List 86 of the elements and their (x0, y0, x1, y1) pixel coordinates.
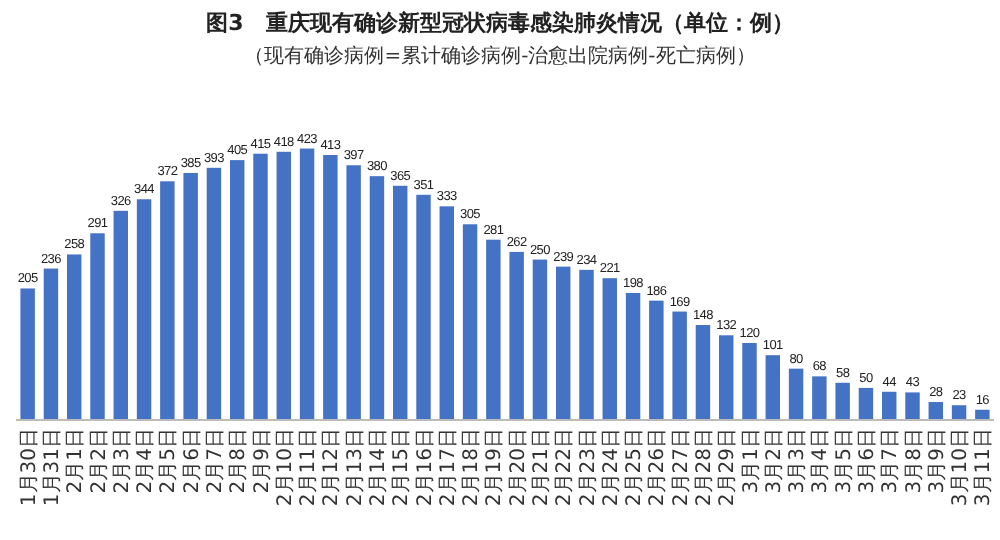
x-tick-label: 3月1日 (740, 428, 763, 494)
bar (230, 160, 245, 420)
x-tick-label: 2月3日 (111, 428, 134, 494)
x-tick-label: 2月11日 (298, 428, 321, 507)
x-tick-label: 2月15日 (391, 428, 414, 507)
bar (67, 254, 82, 420)
bar (835, 382, 850, 420)
x-tick-label: 2月26日 (647, 428, 670, 507)
bar (812, 376, 827, 420)
x-tick-label: 2月28日 (693, 428, 716, 507)
bar (509, 251, 524, 420)
bar (183, 172, 198, 420)
x-tick-label: 2月4日 (135, 428, 158, 494)
x-tick-label: 1月30日 (18, 428, 41, 507)
x-tick-label: 1月31日 (41, 428, 64, 507)
bar (695, 325, 711, 420)
x-tick-label: 3月8日 (903, 428, 926, 494)
x-tick-label: 2月2日 (88, 428, 111, 494)
x-tick-label: 3月2日 (763, 428, 786, 494)
x-tick-label: 2月16日 (414, 428, 437, 507)
x-tick-label: 2月27日 (670, 428, 693, 507)
x-tick-label: 2月10日 (274, 428, 297, 507)
x-tick-label: 2月8日 (228, 428, 251, 494)
x-tick-label: 3月5日 (833, 428, 856, 494)
x-tick-label: 3月11日 (973, 428, 996, 507)
bar (625, 292, 641, 420)
x-tick-label: 2月5日 (158, 428, 181, 494)
x-tick-label: 2月14日 (367, 428, 390, 507)
x-tick-label: 3月10日 (950, 428, 973, 507)
bar (160, 181, 175, 420)
bar (951, 405, 967, 420)
bar (90, 233, 105, 420)
x-tick-label: 2月25日 (624, 428, 647, 507)
bar (649, 300, 664, 420)
bar (486, 239, 501, 420)
chart-subtitle: （现有确诊病例=累计确诊病例-治愈出院病例-死亡病例） (244, 44, 756, 68)
bar (416, 194, 431, 420)
bar (532, 259, 548, 420)
x-tick-label: 2月13日 (344, 428, 367, 507)
bar (928, 402, 944, 420)
bar (253, 153, 268, 420)
bar (462, 224, 478, 420)
bar (439, 206, 455, 420)
x-tick-label: 2月9日 (251, 428, 274, 494)
x-tick-label: 2月1日 (65, 428, 88, 494)
x-tick-label: 2月21日 (530, 428, 553, 507)
x-tick-label: 2月23日 (577, 428, 600, 507)
bar (43, 268, 59, 420)
bar (602, 278, 618, 420)
bar (882, 391, 897, 420)
x-tick-label: 2月19日 (484, 428, 507, 507)
bar (113, 210, 128, 420)
x-tick-label: 3月9日 (926, 428, 949, 494)
bar (719, 335, 734, 420)
bar (672, 311, 687, 420)
bar (975, 409, 990, 420)
x-tick-label: 2月12日 (321, 428, 344, 507)
x-tick-label: 2月7日 (204, 428, 227, 494)
x-tick-label: 2月22日 (554, 428, 577, 507)
bar (579, 269, 594, 420)
x-tick-label: 3月3日 (787, 428, 810, 494)
bar (788, 368, 804, 420)
x-tick-label: 3月6日 (856, 428, 879, 494)
bar (299, 148, 315, 420)
bar (206, 167, 222, 420)
chart-title: 图3 重庆现有确诊新型冠状病毒感染肺炎情况（单位：例） (206, 10, 794, 36)
bar (556, 266, 571, 420)
x-tick-label: 3月4日 (810, 428, 833, 494)
bar (858, 387, 874, 420)
x-tick-label: 2月17日 (437, 428, 460, 507)
bar (369, 176, 385, 420)
bar (323, 154, 338, 420)
bar (765, 355, 781, 420)
x-tick-label: 2月6日 (181, 428, 204, 494)
bar (136, 199, 152, 420)
bar (742, 343, 757, 420)
x-tick-label: 2月24日 (600, 428, 623, 507)
bar (276, 151, 292, 420)
bar (20, 288, 35, 420)
bar (346, 165, 361, 420)
x-tick-label: 2月29日 (717, 428, 740, 507)
bar (393, 185, 408, 420)
x-tick-label: 2月20日 (507, 428, 530, 507)
x-tick-label: 3月7日 (880, 428, 903, 494)
bar (905, 392, 920, 420)
x-tick-label: 2月18日 (461, 428, 484, 507)
